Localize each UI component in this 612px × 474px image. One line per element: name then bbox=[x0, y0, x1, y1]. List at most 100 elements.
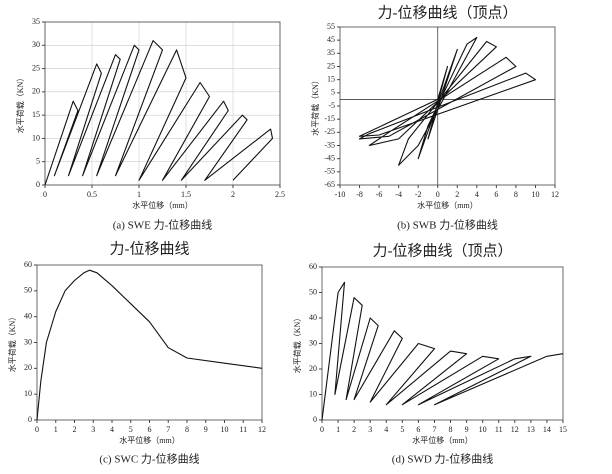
x-tick-label: -2 bbox=[415, 190, 422, 199]
y-tick-label: 0 bbox=[28, 415, 32, 424]
x-tick-label: 2 bbox=[455, 190, 459, 199]
y-axis-label: 水平荷载（KN） bbox=[310, 76, 320, 136]
x-tick-label: 0 bbox=[43, 190, 47, 199]
x-tick-label: 11 bbox=[239, 425, 247, 434]
x-tick-label: 10 bbox=[221, 425, 229, 434]
x-tick-label: 9 bbox=[204, 425, 208, 434]
chart-title: 力-位移曲线（顶点） bbox=[378, 4, 518, 21]
curve bbox=[36, 269, 263, 421]
x-tick-label: -4 bbox=[395, 190, 402, 199]
x-tick-label: 12 bbox=[511, 425, 519, 434]
x-tick-label: 6 bbox=[148, 425, 152, 434]
y-tick-label: 30 bbox=[24, 337, 32, 346]
x-tick-label: 7 bbox=[166, 425, 170, 434]
plot-frame bbox=[339, 26, 556, 186]
x-tick-label: 13 bbox=[527, 425, 535, 434]
x-tick-label: 6 bbox=[416, 425, 420, 434]
y-tick-label: 60 bbox=[309, 262, 317, 271]
x-axis-label: 水平位移（mm） bbox=[132, 200, 192, 210]
curve bbox=[358, 36, 537, 166]
y-tick-label: -45 bbox=[324, 153, 335, 162]
x-tick-label: 7 bbox=[432, 425, 436, 434]
x-tick-label: 2 bbox=[73, 425, 77, 434]
y-tick-label: -65 bbox=[324, 180, 335, 189]
x-tick-label: 10 bbox=[479, 425, 487, 434]
x-tick-label: 6 bbox=[494, 190, 498, 199]
y-tick-label: 50 bbox=[309, 287, 317, 296]
y-tick-label: -35 bbox=[324, 140, 335, 149]
y-tick-label: -15 bbox=[324, 114, 335, 123]
x-tick-label: 11 bbox=[495, 425, 503, 434]
y-tick-label: 30 bbox=[309, 338, 317, 347]
x-tick-label: 0 bbox=[35, 425, 39, 434]
y-tick-label: 20 bbox=[24, 363, 32, 372]
x-tick-label: -8 bbox=[356, 190, 363, 199]
x-tick-label: 4 bbox=[384, 425, 388, 434]
x-tick-label: 0.5 bbox=[87, 190, 97, 199]
x-tick-label: -10 bbox=[335, 190, 346, 199]
y-tick-label: -25 bbox=[324, 127, 335, 136]
x-tick-label: 2 bbox=[231, 190, 235, 199]
caption: (b) SWB 力-位移曲线 bbox=[397, 218, 498, 232]
x-axis-label: 水平位移（mm） bbox=[119, 435, 179, 445]
y-tick-label: 35 bbox=[327, 48, 335, 57]
x-axis-label: 水平位移（mm） bbox=[412, 435, 472, 445]
x-tick-label: 14 bbox=[543, 425, 551, 434]
y-tick-label: 60 bbox=[24, 260, 32, 269]
y-tick-label: -5 bbox=[328, 101, 335, 110]
x-tick-label: 0 bbox=[320, 425, 324, 434]
y-tick-label: 50 bbox=[24, 286, 32, 295]
x-tick-label: 12 bbox=[551, 190, 559, 199]
x-tick-label: 2 bbox=[352, 425, 356, 434]
x-tick-label: 8 bbox=[185, 425, 189, 434]
y-tick-label: 5 bbox=[36, 157, 40, 166]
x-tick-label: 1 bbox=[54, 425, 58, 434]
y-tick-label: -55 bbox=[324, 167, 335, 176]
y-tick-label: 10 bbox=[24, 389, 32, 398]
x-tick-label: 10 bbox=[531, 190, 539, 199]
x-tick-label: 4 bbox=[110, 425, 114, 434]
curve bbox=[44, 40, 274, 186]
y-tick-label: 45 bbox=[327, 35, 335, 44]
x-tick-label: 1 bbox=[336, 425, 340, 434]
y-tick-label: 15 bbox=[32, 110, 40, 119]
x-tick-label: 2.5 bbox=[275, 190, 285, 199]
x-tick-label: 5 bbox=[400, 425, 404, 434]
y-tick-label: 0 bbox=[313, 415, 317, 424]
x-tick-label: 4 bbox=[475, 190, 479, 199]
y-tick-label: 5 bbox=[331, 88, 335, 97]
plot-frame bbox=[36, 264, 263, 421]
x-tick-label: 15 bbox=[559, 425, 567, 434]
plot-frame bbox=[44, 21, 281, 186]
x-tick-label: 12 bbox=[258, 425, 266, 434]
caption: (c) SWC 力-位移曲线 bbox=[99, 452, 199, 466]
x-tick-label: 1 bbox=[137, 190, 141, 199]
x-tick-label: 3 bbox=[368, 425, 372, 434]
x-tick-label: 0 bbox=[436, 190, 440, 199]
y-tick-label: 10 bbox=[32, 133, 40, 142]
y-axis-label: 水平荷载（KN） bbox=[7, 313, 17, 373]
caption: (d) SWD 力-位移曲线 bbox=[392, 452, 493, 466]
x-tick-label: 8 bbox=[449, 425, 453, 434]
y-axis-label: 水平荷载（KN） bbox=[292, 314, 302, 374]
y-tick-label: 40 bbox=[24, 311, 32, 320]
x-axis-label: 水平位移（mm） bbox=[417, 200, 477, 210]
x-tick-label: 3 bbox=[91, 425, 95, 434]
y-tick-label: 20 bbox=[309, 364, 317, 373]
y-tick-label: 15 bbox=[327, 74, 335, 83]
plot-frame bbox=[321, 266, 564, 421]
y-tick-label: 30 bbox=[32, 40, 40, 49]
y-tick-label: 55 bbox=[327, 22, 335, 31]
caption: (a) SWE 力-位移曲线 bbox=[113, 218, 213, 232]
y-tick-label: 35 bbox=[32, 17, 40, 26]
chart-title: 力-位移曲线（顶点） bbox=[373, 242, 513, 259]
curve bbox=[321, 281, 564, 421]
y-tick-label: 25 bbox=[327, 61, 335, 70]
x-tick-label: -6 bbox=[376, 190, 383, 199]
x-tick-label: 1.5 bbox=[181, 190, 191, 199]
x-tick-label: 5 bbox=[129, 425, 133, 434]
y-tick-label: 25 bbox=[32, 63, 40, 72]
chart-title: 力-位移曲线 bbox=[110, 240, 190, 257]
y-tick-label: 20 bbox=[32, 87, 40, 96]
